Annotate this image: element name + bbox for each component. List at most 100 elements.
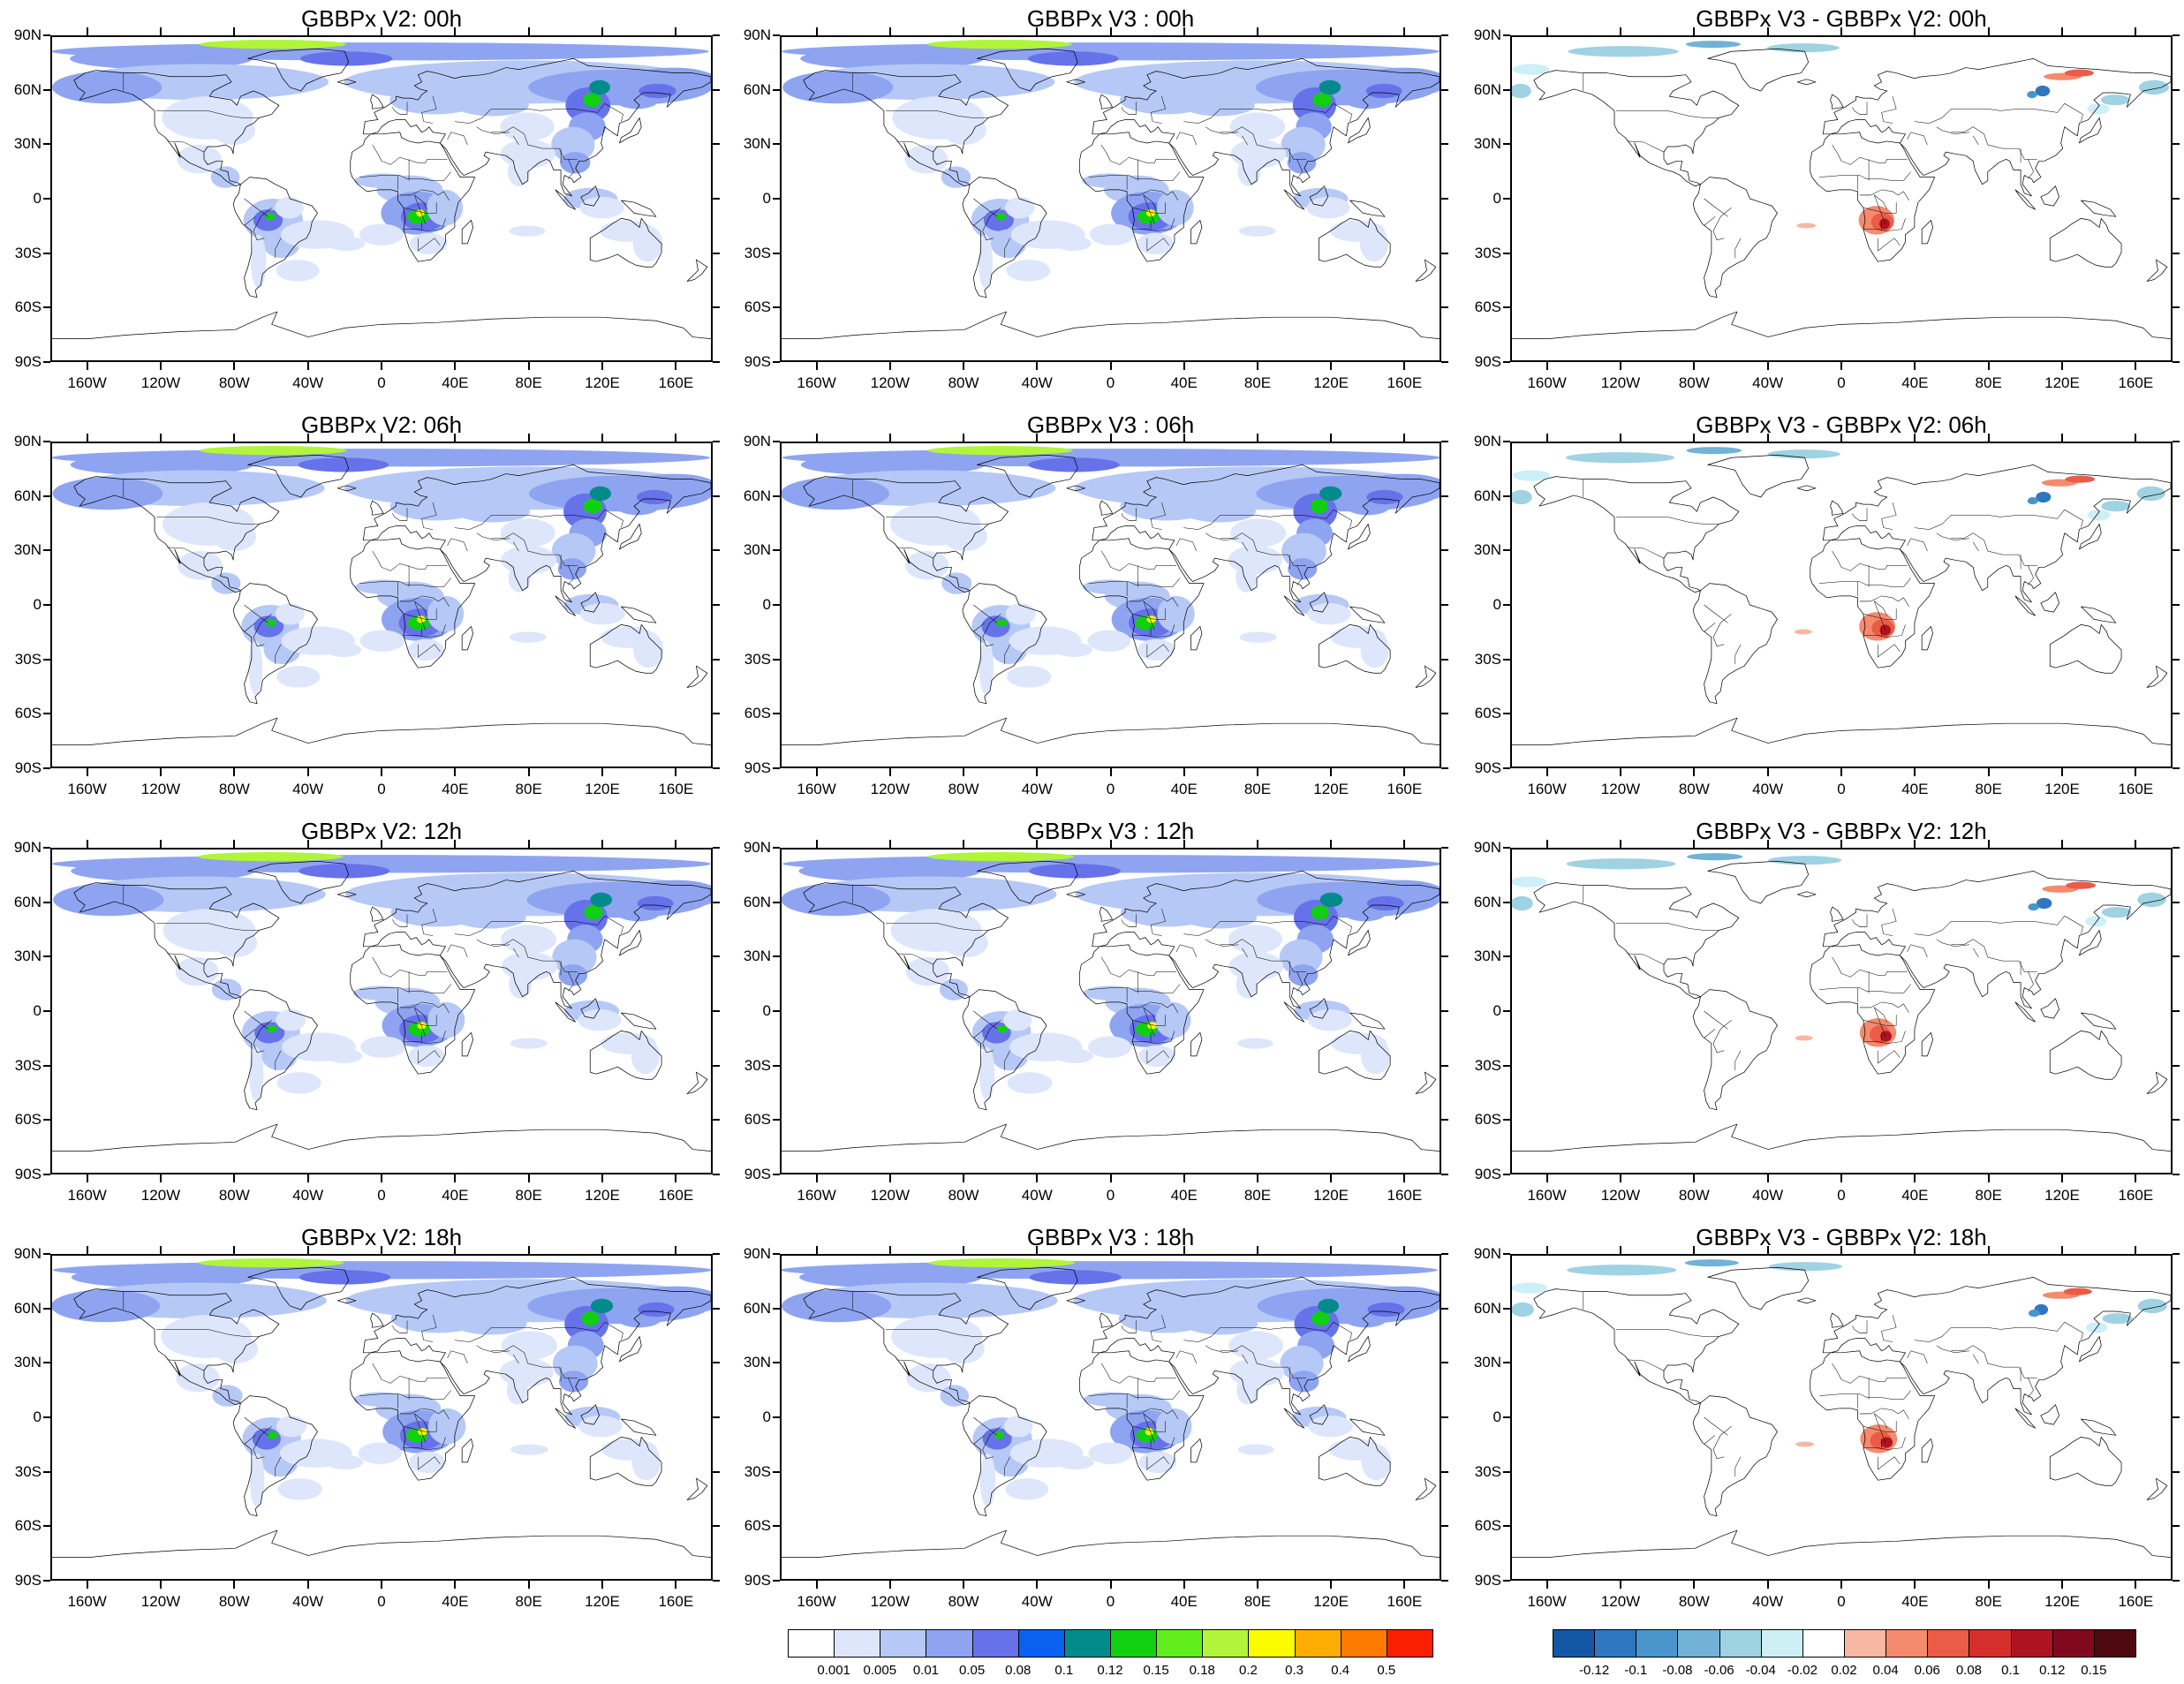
map-canvas [52,446,711,745]
lon-tick-label: 40W [1752,374,1784,391]
lon-tick-label: 0 [377,781,386,797]
emission-patch [509,225,546,237]
country-border [1146,238,1169,252]
country-border [413,1413,428,1443]
lon-tick [1766,1174,1769,1182]
coastline-sumatra [2014,189,2037,210]
coastline-newguinea [2081,1012,2117,1030]
lat-tick-label: 60N [743,893,771,910]
country-border [973,1416,998,1436]
lat-tick [1441,1362,1448,1364]
lat-tick [43,1307,50,1310]
colorbar-swatch [1248,1629,1296,1658]
lon-tick-label: 40W [1021,781,1053,797]
emission-patch [265,619,276,627]
country-border [275,1050,282,1071]
coastline-japan [1348,117,1371,144]
lon-tick-label: 160W [1527,1593,1567,1610]
country-border [392,1320,408,1333]
lat-tick [1441,1470,1448,1473]
lon-tick [1403,768,1406,776]
country-border [973,1029,985,1038]
emission-patch [940,1385,970,1407]
emission-patch [589,486,612,502]
colorbar-swatch [1802,1629,1845,1658]
lon-tick-label: 80W [1678,1593,1710,1610]
country-border [1881,502,1897,530]
lat-tick [43,713,50,715]
country-border [491,1345,578,1378]
colorbar-label: -0.02 [1787,1663,1817,1678]
country-border [1150,502,1166,530]
country-border [1132,1015,1166,1026]
country-border [1734,1456,1742,1477]
lon-tick-label: 40E [1170,374,1198,391]
emission-patch [359,630,404,652]
lon-tick-label: 80W [948,1187,979,1204]
coastline-australia [2049,218,2122,268]
country-border [1132,624,1175,638]
lat-tick [1441,1253,1448,1255]
lat-tick-label: 30S [744,650,771,668]
map-panel: GBBPx V3 : 12h 90N 60N 30N 0 30S 60S 90S 160W 120… [744,818,1448,1204]
country-border [982,1019,1001,1044]
country-border [1712,1019,1732,1044]
lat-tick [43,955,50,958]
lon-tick [86,1246,88,1254]
coastline-africa [350,132,476,262]
lat-tick [43,306,50,309]
lat-tick [773,361,780,363]
lon-tick-label: 80E [1975,781,2002,797]
lat-tick [43,1119,50,1121]
coastline-uk [1099,1312,1113,1328]
country-border [1143,600,1157,631]
coastline-eurasia [1822,464,2171,603]
emission-patch [501,1331,558,1360]
lon-tick [86,840,88,848]
lat-tick [2173,1307,2180,1310]
colorbar-swatch [1553,1629,1596,1658]
lon-tick [1256,27,1258,35]
colorbar-swatch [1594,1629,1637,1658]
lat-tick-label: 30N [1473,948,1501,965]
country-border [1616,1329,1719,1337]
colorbar-label: 0.1 [2001,1663,2020,1678]
country-border [372,550,448,571]
coastlines [1512,860,2171,1152]
coastline-japan [2079,117,2102,144]
lon-tick-label: 160W [67,374,107,391]
lat-tick [2173,143,2180,146]
map-frame [780,1254,1441,1581]
country-border [421,1315,437,1342]
emission-patch [1280,1345,1324,1382]
lon-tick [601,362,603,370]
coastline-samerica [232,1395,318,1517]
lon-tick [2135,768,2137,776]
country-border [1704,1416,1728,1436]
emission-patch [1768,1262,1843,1272]
emission-patch [417,1428,427,1436]
coastline-eurasia [1822,871,2171,1009]
lat-tick-label: 30S [14,650,42,668]
lon-tick [601,840,603,848]
coastline-iceland [1066,1297,1085,1304]
lon-tick [1545,434,1548,442]
country-border [512,541,519,552]
coastline-japan [619,117,642,144]
lat-tick [773,1174,780,1175]
lat-tick [43,495,50,497]
map-panel: GBBPx V3 : 06h 90N 60N 30N 0 30S 60S 90S 160W 120… [744,412,1448,797]
lat-tick [43,658,50,661]
lat-tick [773,767,780,769]
coastline-antarctica [782,1529,1440,1558]
country-border [568,971,574,992]
lat-tick [1503,1174,1510,1175]
lon-tick [86,768,88,776]
lon-tick [1987,434,1990,442]
country-border [476,1345,510,1354]
emission-patch [197,852,344,862]
coastline-newguinea [621,1418,657,1436]
map-frame [780,848,1441,1174]
country-border [1183,102,1352,124]
emission-patch [1319,79,1341,95]
